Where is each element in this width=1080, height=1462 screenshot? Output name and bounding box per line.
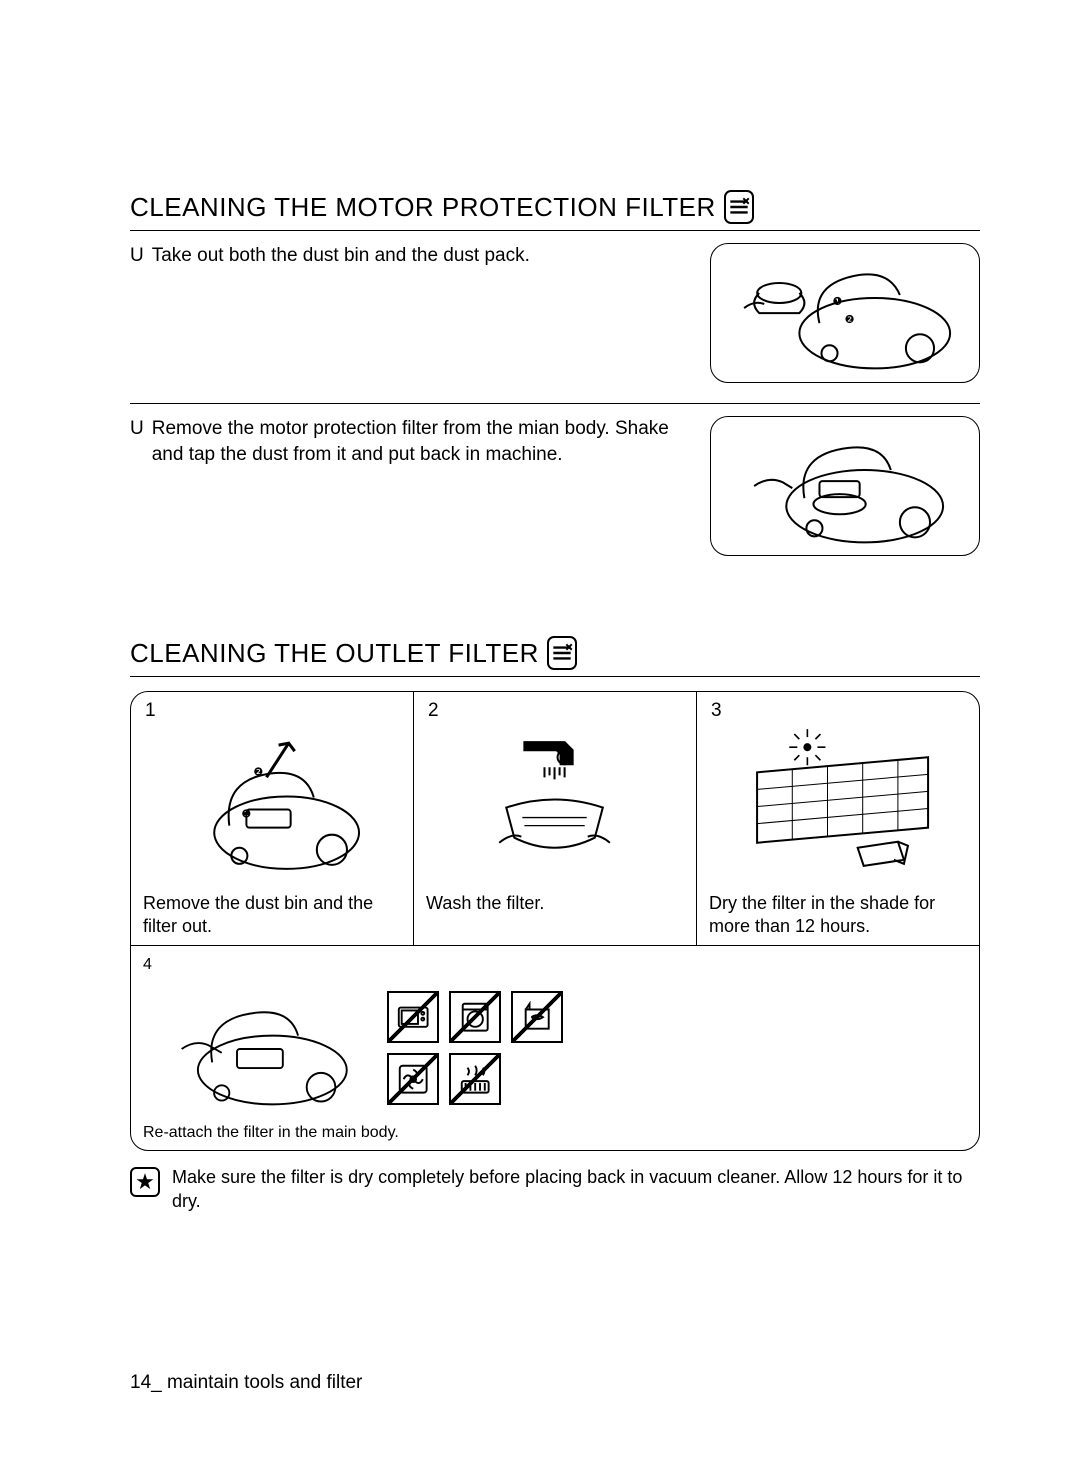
illustration bbox=[709, 702, 967, 892]
svg-text:❶: ❶ bbox=[833, 296, 843, 308]
section-outlet-filter: CLEANING THE OUTLET FILTER 1 bbox=[130, 636, 980, 1214]
grid-row: 4 bbox=[131, 945, 979, 1150]
steps-grid: 1 ❶ ❷ Remove the dust bin and the ﬁlter … bbox=[130, 691, 980, 1151]
svg-text:❷: ❷ bbox=[845, 314, 855, 326]
step-text: U Take out both the dust bin and the dus… bbox=[130, 243, 710, 269]
svg-text:❷: ❷ bbox=[254, 766, 264, 778]
title-text: CLEANING THE OUTLET FILTER bbox=[130, 638, 539, 669]
note-text: Make sure the ﬁlter is dry completely be… bbox=[172, 1165, 980, 1214]
step-caption: Wash the ﬁlter. bbox=[426, 892, 684, 936]
no-washer-icon bbox=[449, 991, 501, 1043]
filter-icon bbox=[547, 636, 577, 670]
step-body: Remove the motor protection ﬁlter from t… bbox=[152, 416, 690, 467]
section-motor-filter: CLEANING THE MOTOR PROTECTION FILTER U T… bbox=[130, 190, 980, 576]
grid-cell: 2 Wash the ﬁlter. bbox=[414, 692, 697, 945]
title-text: CLEANING THE MOTOR PROTECTION FILTER bbox=[130, 192, 716, 223]
illustration bbox=[710, 416, 980, 556]
no-dryer-icon bbox=[511, 991, 563, 1043]
grid-row: 1 ❶ ❷ Remove the dust bin and the ﬁlter … bbox=[131, 692, 979, 945]
no-fan-icon bbox=[387, 1053, 439, 1105]
section-title: CLEANING THE OUTLET FILTER bbox=[130, 636, 980, 670]
step-row: U Take out both the dust bin and the dus… bbox=[130, 231, 980, 403]
step-number: 4 bbox=[143, 956, 152, 973]
step-caption: Dry the ﬁlter in the shade for more than… bbox=[709, 892, 967, 937]
grid-cell: 4 bbox=[131, 946, 979, 1150]
step-number: 2 bbox=[428, 700, 439, 722]
illustration: ❶ ❷ bbox=[143, 702, 401, 892]
illustration bbox=[426, 702, 684, 892]
step-number: 3 bbox=[711, 700, 722, 722]
divider bbox=[130, 676, 980, 677]
note: ★ Make sure the ﬁlter is dry completely … bbox=[130, 1165, 980, 1214]
step-row: U Remove the motor protection ﬁlter from… bbox=[130, 404, 980, 576]
step-number: 1 bbox=[145, 700, 156, 722]
step-text: U Remove the motor protection ﬁlter from… bbox=[130, 416, 710, 467]
bullet: U bbox=[130, 416, 144, 467]
svg-text:❶: ❶ bbox=[242, 808, 252, 820]
no-microwave-icon bbox=[387, 991, 439, 1043]
filter-icon bbox=[724, 190, 754, 224]
section-title: CLEANING THE MOTOR PROTECTION FILTER bbox=[130, 190, 980, 224]
forbidden-icons bbox=[387, 991, 565, 1107]
grid-cell: 1 ❶ ❷ Remove the dust bin and the ﬁlter … bbox=[131, 692, 414, 945]
grid-cell: 3 bbox=[697, 692, 979, 945]
page-footer: 14_ maintain tools and ﬁlter bbox=[130, 1372, 362, 1394]
star-icon: ★ bbox=[130, 1167, 160, 1197]
illustration bbox=[143, 974, 967, 1124]
bullet: U bbox=[130, 243, 144, 269]
step-body: Take out both the dust bin and the dust … bbox=[152, 243, 530, 269]
illustration: ❶ ❷ bbox=[710, 243, 980, 383]
no-heater-icon bbox=[449, 1053, 501, 1105]
step-caption: Remove the dust bin and the ﬁlter out. bbox=[143, 892, 401, 937]
step-caption: Re-attach the ﬁlter in the main body. bbox=[143, 1124, 967, 1142]
